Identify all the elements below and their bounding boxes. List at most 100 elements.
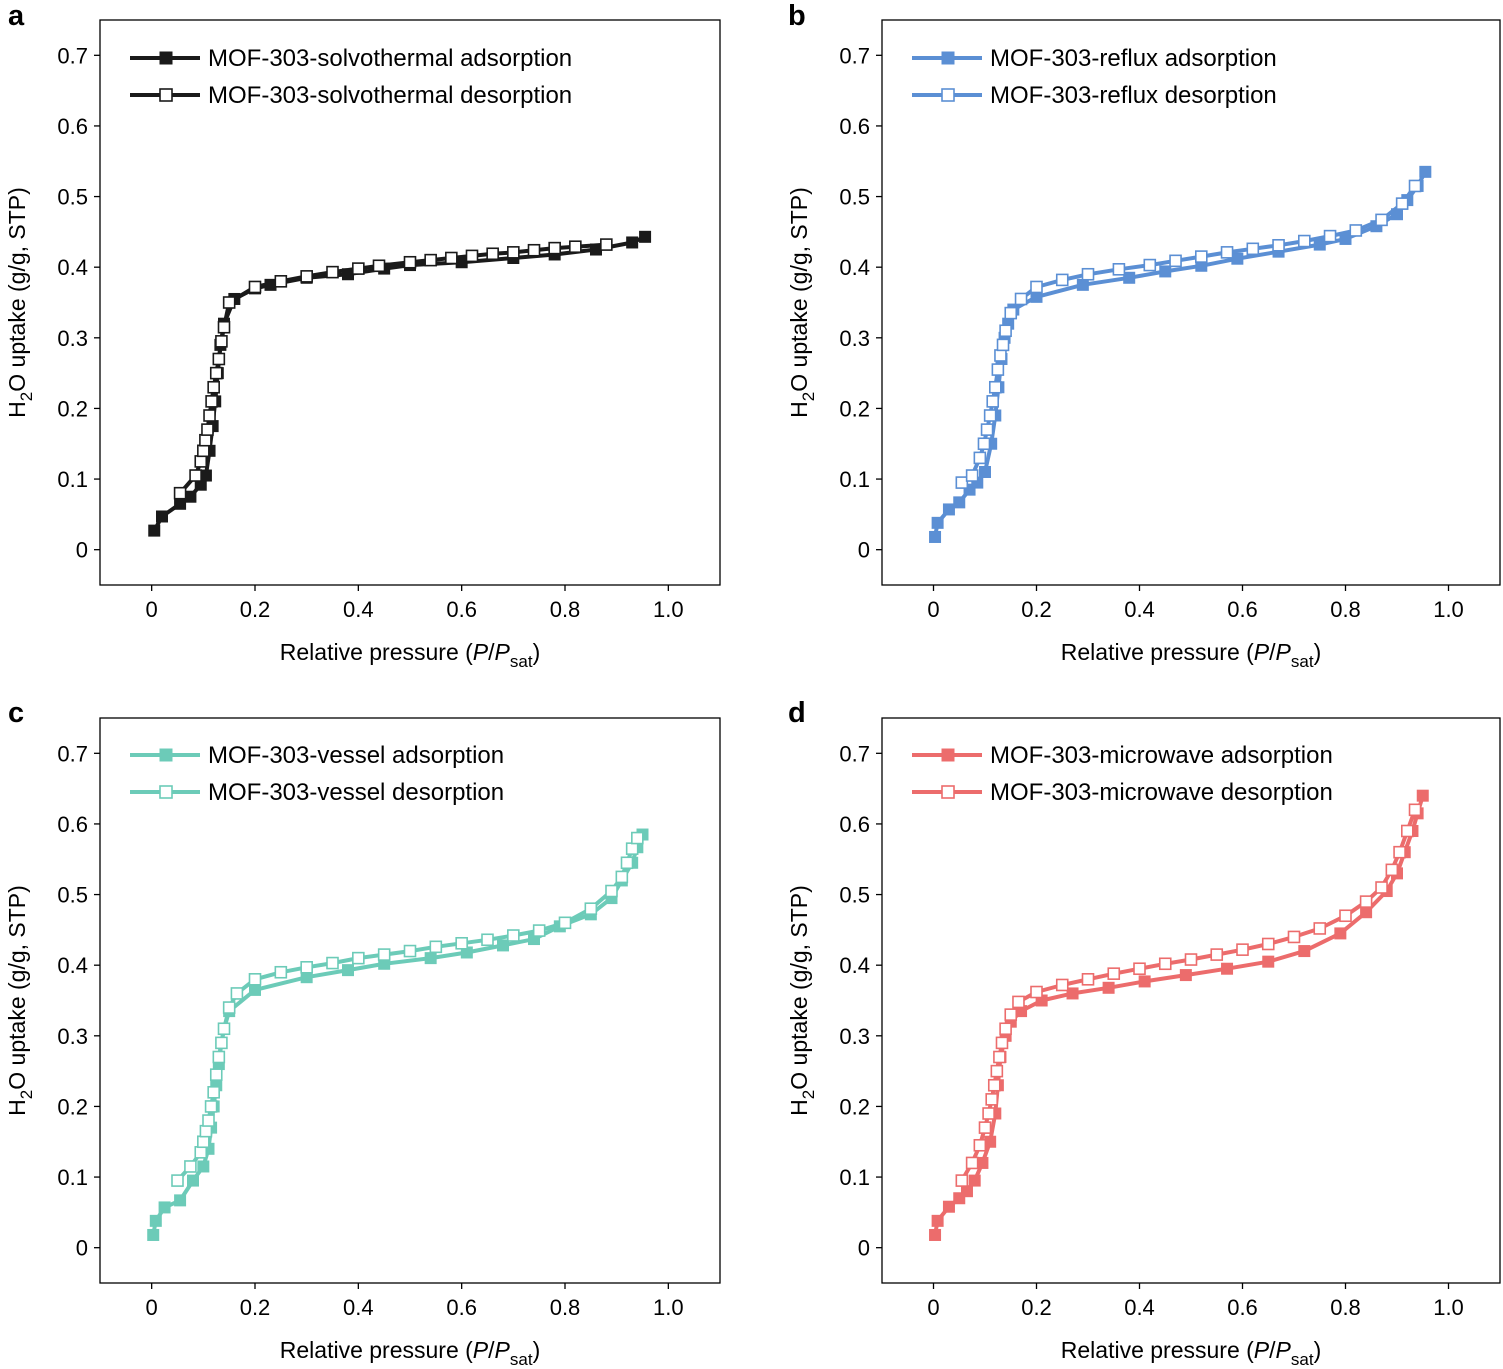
desorption-point (1169, 254, 1182, 268)
y-tick-label: 0.4 (57, 953, 88, 978)
x-axis-title-slash: / (1269, 639, 1276, 665)
adsorption-point (1419, 165, 1432, 178)
desorption-point (189, 469, 202, 482)
x-axis-title-sub: sat (510, 1350, 533, 1369)
adsorption-point (148, 524, 161, 537)
x-axis-title-slash: / (488, 1337, 495, 1363)
x-axis-title-close: ) (533, 639, 541, 665)
y-tick-label: 0.4 (57, 255, 88, 280)
legend-marker (159, 748, 173, 762)
desorption-point (217, 320, 231, 334)
desorption-point (194, 455, 208, 468)
x-axis-title-p2: P (1276, 1337, 1292, 1363)
adsorption-point (187, 1174, 199, 1187)
desorption-point (1014, 292, 1028, 306)
x-axis-title-sub: sat (510, 652, 533, 671)
desorption-point (631, 831, 644, 845)
y-axis-title-text: O uptake (g/g, STP) (786, 187, 812, 392)
y-tick-label: 0.5 (839, 883, 870, 908)
desorption-point (209, 1068, 223, 1081)
x-tick-label: 0.4 (1124, 597, 1155, 622)
adsorption-point (147, 1228, 160, 1241)
adsorption-point (497, 939, 509, 952)
y-axis-title: H2O uptake (g/g, STP) (786, 187, 818, 418)
series-line-desorption (178, 242, 607, 495)
desorption-point (507, 246, 520, 259)
adsorption-point (424, 952, 437, 965)
x-axis-title-p: P (473, 1337, 489, 1363)
y-tick-label: 0 (76, 538, 88, 563)
y-tick-label: 0.1 (839, 467, 870, 492)
y-tick-label: 0.7 (57, 43, 88, 68)
desorption-point (209, 366, 223, 380)
adsorption-point (639, 230, 652, 243)
desorption-point (1408, 803, 1422, 817)
desorption-point (569, 240, 582, 254)
desorption-point (212, 352, 226, 366)
desorption-point (445, 251, 458, 265)
adsorption-point (942, 503, 955, 516)
desorption-point (202, 1114, 215, 1127)
legend-marker (159, 785, 173, 799)
x-axis-title: Relative pressure (P/Psat) (280, 1337, 540, 1369)
desorption-point (1112, 263, 1126, 276)
desorption-point (987, 1078, 1001, 1092)
desorption-point (965, 469, 979, 482)
series-line-desorption (960, 809, 1417, 1182)
desorption-point (173, 486, 187, 500)
y-axis-title-text: O uptake (g/g, STP) (4, 885, 30, 1090)
y-axis-title-sub: 2 (17, 392, 36, 401)
adsorption-point (1123, 271, 1136, 284)
desorption-point (1030, 280, 1043, 294)
adsorption-point (174, 497, 187, 510)
desorption-point (1246, 242, 1260, 256)
desorption-point (222, 296, 236, 309)
desorption-point (985, 1093, 998, 1106)
x-axis-title-p2: P (495, 639, 511, 665)
x-tick-label: 0.8 (1330, 1295, 1361, 1320)
y-tick-label: 0.2 (57, 1094, 88, 1119)
adsorption-point (979, 466, 991, 478)
desorption-point (222, 1001, 236, 1014)
y-axis-title-sub: 2 (799, 1090, 818, 1099)
legend-marker (941, 748, 955, 762)
x-axis-title: Relative pressure (P/Psat) (1061, 639, 1321, 671)
x-axis-title-close: ) (1314, 1337, 1322, 1363)
desorption-point (326, 265, 339, 279)
panel-letter: b (788, 0, 806, 32)
desorption-point (1220, 246, 1234, 259)
adsorption-point (960, 1185, 973, 1198)
x-tick-label: 0 (146, 1295, 158, 1320)
adsorption-point (931, 516, 944, 529)
desorption-point (199, 1124, 213, 1138)
desorption-point (203, 409, 216, 422)
desorption-point (982, 1107, 995, 1120)
y-axis-title-h: H (786, 401, 812, 418)
x-axis-title-text: Relative pressure ( (280, 639, 473, 665)
y-tick-label: 0.6 (57, 114, 88, 139)
x-axis-title-close: ) (533, 1337, 541, 1363)
adsorption-point (1221, 962, 1234, 975)
x-tick-label: 0.8 (1330, 597, 1361, 622)
legend-label: MOF-303-solvothermal adsorption (208, 45, 572, 72)
desorption-point (955, 476, 969, 489)
legend-label: MOF-303-vessel adsorption (208, 742, 504, 769)
desorption-point (507, 929, 520, 942)
adsorption-point (1138, 975, 1151, 988)
adsorption-point (184, 490, 197, 503)
desorption-point (184, 1160, 197, 1173)
desorption-point (326, 956, 339, 970)
desorption-point (605, 884, 618, 898)
x-tick-label: 0 (927, 1295, 939, 1320)
panel-letter: a (8, 0, 25, 32)
desorption-point (1236, 943, 1249, 956)
adsorption-point (249, 983, 261, 996)
desorption-point (1030, 985, 1043, 999)
desorption-point (1143, 258, 1157, 272)
panel-a: a 0 0.2 0.4 0.6 0.8 1.0 0 0.1 0.2 0.3 0.4 0.5 0.6 0.7 R… (4, 0, 721, 671)
y-tick-label: 0.6 (57, 812, 88, 837)
y-tick-label: 0.6 (839, 114, 870, 139)
adsorption-point (156, 510, 168, 523)
adsorption-point (984, 1135, 997, 1148)
adsorption-point (976, 1156, 989, 1169)
